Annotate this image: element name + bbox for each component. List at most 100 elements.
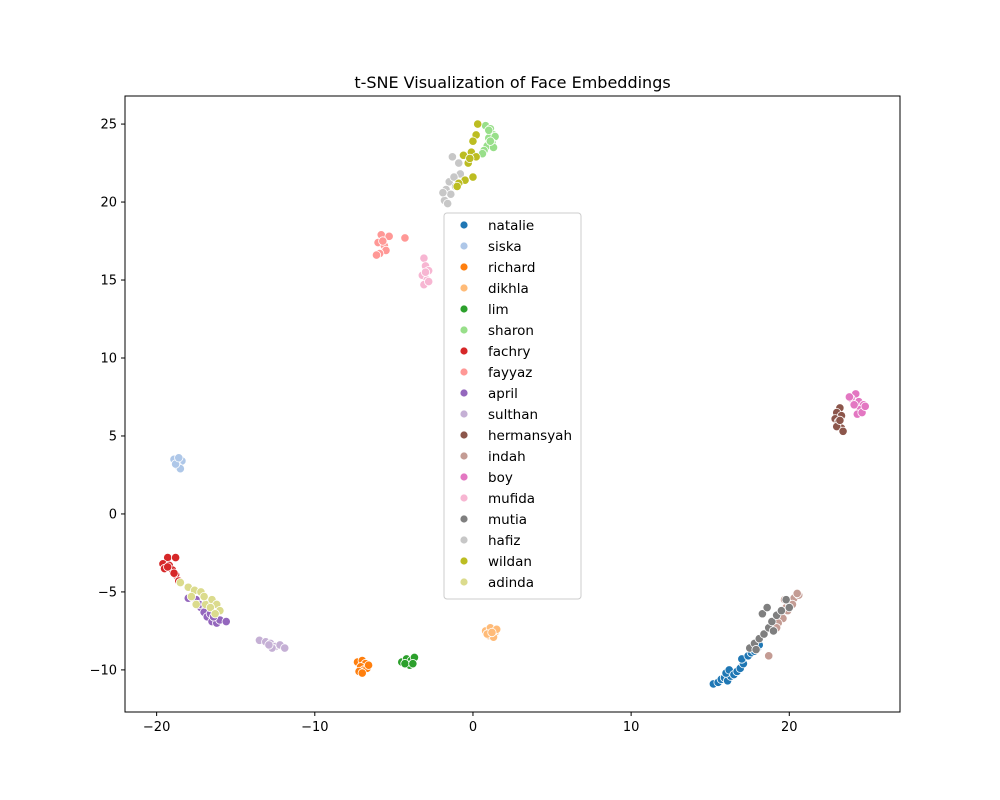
point-adinda <box>199 591 209 602</box>
point-boy <box>844 392 854 402</box>
point-hafiz <box>454 158 464 168</box>
point-mufida <box>424 276 434 287</box>
point-sharon <box>484 125 494 135</box>
y-axis: −10 −5 0 5 10 15 20 25 <box>90 118 125 678</box>
legend-marker-mufida <box>459 493 469 503</box>
point-mutia <box>762 602 772 613</box>
legend-marker-hafiz <box>459 535 469 545</box>
point-dikhla <box>487 627 497 638</box>
point-adinda <box>175 577 185 588</box>
legend-label-hermansyah: hermansyah <box>488 428 572 444</box>
point-boy <box>860 401 870 411</box>
x-tick-label: −20 <box>143 720 170 735</box>
x-tick-label: 20 <box>781 720 798 735</box>
point-siska <box>174 453 184 463</box>
point-fayyaz <box>384 231 394 241</box>
legend-label-sulthan: sulthan <box>488 407 538 423</box>
point-boy <box>849 400 859 410</box>
legend-label-adinda: adinda <box>488 575 534 591</box>
point-fayyaz <box>378 236 388 246</box>
legend-marker-dikhla <box>459 283 469 293</box>
legend-marker-wildan <box>459 556 469 566</box>
point-wildan <box>452 181 462 192</box>
point-adinda <box>205 602 216 613</box>
point-richard <box>357 668 367 678</box>
point-fachry <box>171 553 181 563</box>
legend-label-sharon: sharon <box>488 323 534 339</box>
legend-label-hafiz: hafiz <box>488 533 520 549</box>
legend-marker-sharon <box>459 325 469 335</box>
legend-marker-richard <box>459 262 469 272</box>
y-tick-label: −5 <box>98 585 117 600</box>
point-mutia <box>759 629 769 639</box>
legend-marker-lim <box>459 304 469 314</box>
point-wildan <box>468 136 478 146</box>
points-layer <box>158 119 870 689</box>
point-fachry <box>169 568 179 578</box>
y-tick-label: 0 <box>109 507 117 522</box>
legend-marker-natalie <box>459 220 469 230</box>
legend-label-indah: indah <box>488 449 526 465</box>
legend-label-mufida: mufida <box>488 491 535 507</box>
point-hafiz <box>443 199 453 209</box>
x-tick-label: −10 <box>301 720 328 735</box>
legend-marker-adinda <box>459 577 469 587</box>
point-hafiz <box>446 189 456 199</box>
legend-label-richard: richard <box>488 260 535 276</box>
point-sharon <box>485 136 495 146</box>
x-tick-label: 10 <box>623 720 640 735</box>
plot-frame <box>124 95 901 713</box>
point-hermansyah <box>835 415 845 425</box>
legend-marker-fachry <box>459 346 469 356</box>
y-tick-label: 25 <box>100 118 117 133</box>
point-hermansyah <box>838 426 848 436</box>
point-mutia <box>776 606 786 616</box>
point-mutia <box>767 616 777 627</box>
point-mutia <box>768 626 779 636</box>
legend-box <box>443 212 582 600</box>
point-hafiz <box>447 152 457 162</box>
legend-marker-mutia <box>459 514 469 524</box>
legend-label-mutia: mutia <box>488 512 527 528</box>
x-axis: −20 −10 0 10 20 <box>143 712 798 735</box>
legend-label-april: april <box>488 386 518 402</box>
legend-marker-siska <box>459 241 469 251</box>
point-lim <box>400 659 410 669</box>
point-indah <box>792 588 802 599</box>
point-fachry <box>163 562 173 572</box>
legend-label-dikhla: dikhla <box>488 281 529 297</box>
legend-marker-sulthan <box>459 409 469 419</box>
point-sulthan <box>280 643 290 653</box>
point-adinda <box>191 599 201 609</box>
point-april <box>221 616 231 627</box>
legend-marker-fayyaz <box>459 367 469 377</box>
legend-label-natalie: natalie <box>488 218 534 234</box>
point-fayyaz <box>400 233 410 243</box>
point-wildan <box>473 119 483 129</box>
point-mutia <box>781 595 791 605</box>
point-fayyaz <box>371 250 382 260</box>
legend-label-wildan: wildan <box>488 554 532 570</box>
legend-marker-boy <box>459 472 469 482</box>
legend-label-siska: siska <box>488 239 522 255</box>
legend-label-fachry: fachry <box>488 344 531 360</box>
legend-label-boy: boy <box>488 470 513 486</box>
y-tick-label: 15 <box>100 274 117 289</box>
point-hafiz <box>449 172 459 182</box>
point-indah <box>764 651 774 661</box>
point-richard <box>363 660 374 670</box>
y-tick-label: 10 <box>100 351 117 366</box>
legend: natalie siska richard dikhla lim sharon fachry… <box>443 212 582 600</box>
point-adinda <box>186 591 197 602</box>
chart-title: t-SNE Visualization of Face Embeddings <box>354 73 670 92</box>
legend-marker-april <box>459 388 469 398</box>
legend-marker-indah <box>459 451 469 461</box>
point-adinda <box>210 609 220 619</box>
point-mutia <box>757 609 767 619</box>
point-mutia <box>784 602 794 613</box>
x-tick-label: 0 <box>469 720 477 735</box>
y-tick-label: 5 <box>109 429 117 444</box>
point-wildan <box>468 172 478 182</box>
point-lim <box>408 659 418 669</box>
